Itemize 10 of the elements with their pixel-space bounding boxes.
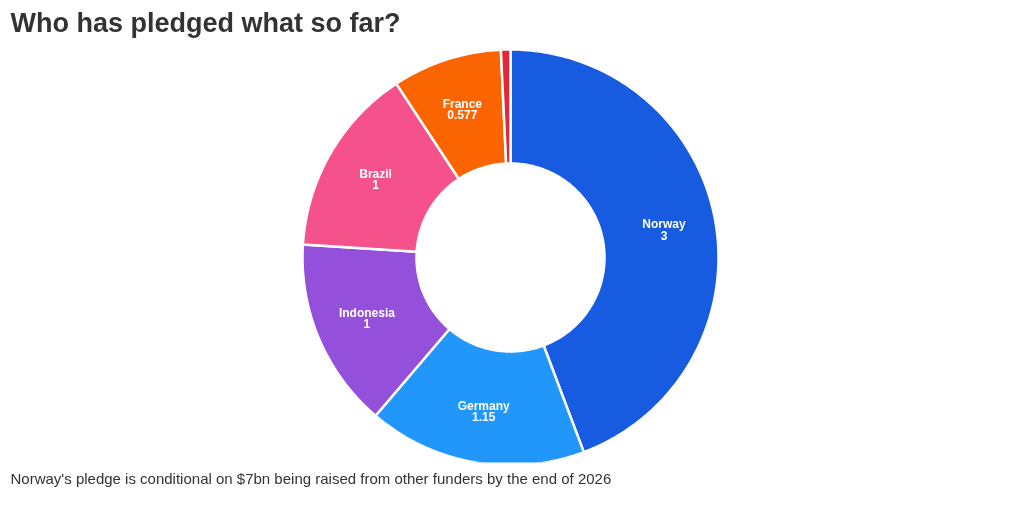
text: Norway's pledge is conditional on $7bn being raised from other funders by the end of 2026: [10, 469, 612, 487]
slice-label: France: [442, 96, 483, 111]
data-label: 1: [363, 317, 371, 332]
data-label: 0.577: [447, 108, 478, 123]
data-label: 1.15: [471, 410, 496, 425]
data-label: 1: [372, 178, 380, 193]
chart-title: Who has pledged what so far?: [10, 7, 401, 38]
slice-label: Germany: [457, 398, 510, 413]
slice-label: Brazil: [359, 166, 392, 181]
slice-label: Indonesia: [338, 305, 396, 320]
